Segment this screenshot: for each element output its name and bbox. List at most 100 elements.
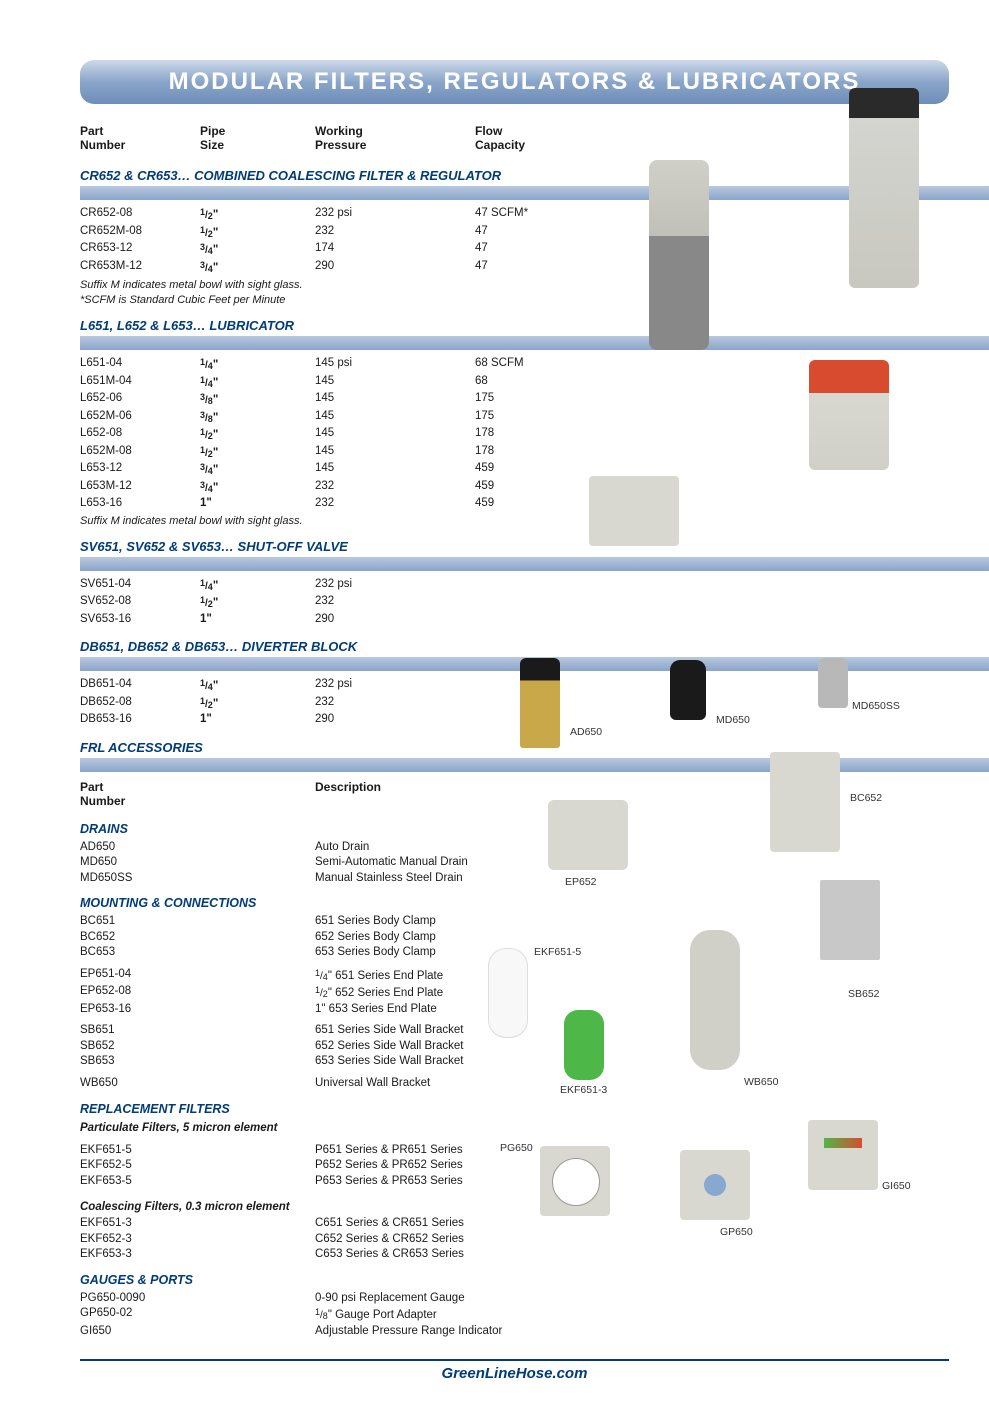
table-row: MD650Semi-Automatic Manual Drain	[80, 855, 540, 871]
cell-flow: 178	[475, 444, 540, 462]
section-stripe	[80, 336, 989, 350]
cell-part: DB653-16	[80, 712, 200, 728]
cell-part: SB651	[80, 1023, 315, 1039]
cell-flow: 175	[475, 391, 540, 409]
table-row: EP652-081/2" 652 Series End Plate	[80, 984, 540, 1002]
cell-flow: 47 SCFM*	[475, 206, 540, 224]
table-row: L651M-041/4"14568	[80, 374, 540, 392]
cell-part: CR652M-08	[80, 224, 200, 242]
product-image-ekf651-5	[488, 948, 528, 1038]
cell-pressure: 232	[315, 594, 475, 612]
cell-pressure: 145	[315, 374, 475, 392]
acc-section-title: DRAINS	[80, 822, 540, 836]
cell-part: EKF652-5	[80, 1158, 315, 1174]
cell-part: SV652-08	[80, 594, 200, 612]
cell-pipe: 1/2"	[200, 224, 315, 242]
cell-flow	[475, 612, 540, 628]
cell-part: BC652	[80, 930, 315, 946]
product-image-sb652	[820, 880, 880, 960]
cell-pressure: 145	[315, 461, 475, 479]
footer-link: GreenLineHose.com	[442, 1365, 588, 1382]
cell-desc: 652 Series Body Clamp	[315, 930, 540, 946]
product-image-valve	[809, 360, 889, 470]
cell-pressure: 232 psi	[315, 577, 475, 595]
cell-desc: 652 Series Side Wall Bracket	[315, 1039, 540, 1055]
table-row: GI650Adjustable Pressure Range Indicator	[80, 1324, 540, 1340]
product-image-md650ss	[818, 658, 848, 708]
table-row: EP651-041/4" 651 Series End Plate	[80, 967, 540, 985]
section-title: DB651, DB652 & DB653… DIVERTER BLOCK	[80, 639, 949, 654]
cell-pressure: 232	[315, 479, 475, 497]
table-row: SB652652 Series Side Wall Bracket	[80, 1039, 540, 1055]
cell-pressure: 145	[315, 444, 475, 462]
cell-pipe: 1/2"	[200, 426, 315, 444]
cell-part: EP652-08	[80, 984, 315, 1002]
section-title: CR652 & CR653… COMBINED COALESCING FILTE…	[80, 168, 949, 183]
cell-part: SB653	[80, 1054, 315, 1070]
cell-part: L652M-06	[80, 409, 200, 427]
cell-flow: 459	[475, 496, 540, 512]
cell-part: MD650SS	[80, 871, 315, 887]
product-image-gp650	[680, 1150, 750, 1220]
cell-flow: 178	[475, 426, 540, 444]
table-row: WB650Universal Wall Bracket	[80, 1076, 540, 1092]
table-row: EKF653-3C653 Series & CR653 Series	[80, 1247, 540, 1263]
product-image-ep652	[548, 800, 628, 870]
cell-part: EKF653-3	[80, 1247, 315, 1263]
cell-pipe: 1/2"	[200, 695, 315, 713]
cell-desc: Semi-Automatic Manual Drain	[315, 855, 540, 871]
cell-part: EKF652-3	[80, 1232, 315, 1248]
cell-part: PG650-0090	[80, 1291, 315, 1307]
cell-pipe: 1"	[200, 612, 315, 628]
cell-desc: C653 Series & CR653 Series	[315, 1247, 540, 1263]
table-row: CR653M-123/4"29047	[80, 259, 540, 277]
cell-pressure: 145	[315, 409, 475, 427]
cell-flow: 459	[475, 479, 540, 497]
cell-flow: 47	[475, 259, 540, 277]
cell-part: L653-12	[80, 461, 200, 479]
cell-part: CR653M-12	[80, 259, 200, 277]
cell-desc: Universal Wall Bracket	[315, 1076, 540, 1092]
cell-part: BC653	[80, 945, 315, 961]
section-note: *SCFM is Standard Cubic Feet per Minute	[80, 294, 540, 306]
cell-part: GP650-02	[80, 1306, 315, 1324]
table-row: SV652-081/2"232	[80, 594, 540, 612]
cell-part: BC651	[80, 914, 315, 930]
label-ad650: AD650	[570, 726, 602, 738]
cell-pipe: 3/8"	[200, 391, 315, 409]
table-row: SB653653 Series Side Wall Bracket	[80, 1054, 540, 1070]
label-ekf651-3: EKF651-3	[560, 1084, 607, 1096]
cell-desc: P652 Series & PR652 Series	[315, 1158, 540, 1174]
table-row: L653-123/4"145459	[80, 461, 540, 479]
cell-flow: 47	[475, 224, 540, 242]
product-image-pg650	[540, 1146, 610, 1216]
label-ekf651-5: EKF651-5	[534, 946, 581, 958]
cell-part: L652-08	[80, 426, 200, 444]
product-image-regulator	[849, 88, 919, 288]
table-row: SV653-161"290	[80, 612, 540, 628]
label-gi650: GI650	[882, 1180, 911, 1192]
cell-desc: P653 Series & PR653 Series	[315, 1174, 540, 1190]
cell-pipe: 1"	[200, 496, 315, 512]
table-row: EKF651-5P651 Series & PR651 Series	[80, 1143, 540, 1159]
cell-part: CR652-08	[80, 206, 200, 224]
label-wb650: WB650	[744, 1076, 778, 1088]
cell-pressure: 290	[315, 259, 475, 277]
table-row: L653M-123/4"232459	[80, 479, 540, 497]
page-footer: GreenLineHose.com	[80, 1359, 949, 1382]
cell-part: L653-16	[80, 496, 200, 512]
table-row: DB653-161"290	[80, 712, 540, 728]
table-row: EKF651-3C651 Series & CR651 Series	[80, 1216, 540, 1232]
cell-part: L652-06	[80, 391, 200, 409]
table-row: CR652M-081/2"23247	[80, 224, 540, 242]
cell-desc: 651 Series Body Clamp	[315, 914, 540, 930]
cell-flow: 68	[475, 374, 540, 392]
cell-pipe: 1/2"	[200, 444, 315, 462]
cell-part: WB650	[80, 1076, 315, 1092]
product-image-ekf651-3	[564, 1010, 604, 1080]
label-bc652: BC652	[850, 792, 882, 804]
cell-part: MD650	[80, 855, 315, 871]
acc-column-headers: PartNumber Description	[80, 778, 540, 812]
cell-flow	[475, 594, 540, 612]
cell-part: EKF653-5	[80, 1174, 315, 1190]
